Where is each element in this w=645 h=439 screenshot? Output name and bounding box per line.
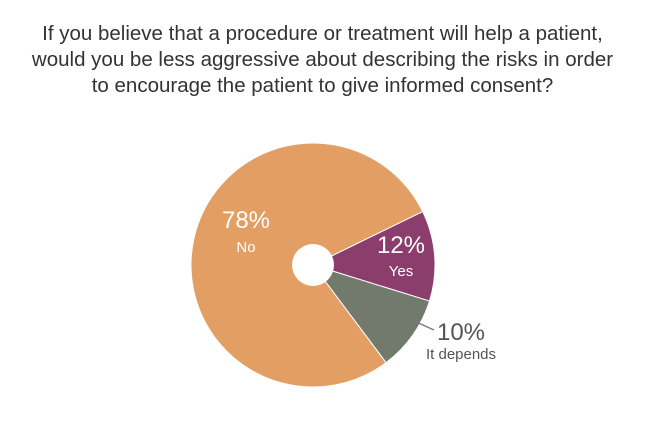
slice-label-it-depends-percent: 10%: [437, 319, 485, 346]
slice-label-it-depends: It depends: [426, 346, 496, 363]
slice-label-no: No: [236, 239, 255, 256]
pie-slice-it-depends: [311, 264, 431, 364]
chart-title-line-3: to encourage the patient to give informe…: [91, 74, 554, 97]
slice-label-no-percent: 78%: [222, 207, 270, 234]
chart-title-line-1: If you believe that a procedure or treat…: [42, 22, 603, 45]
slice-label-yes-percent: 12%: [377, 232, 425, 259]
chart-title-line-2: would you be less aggressive about descr…: [31, 48, 614, 71]
leader-line-it-depends: [413, 320, 435, 331]
chart-title: If you believe that a procedure or treat…: [0, 21, 645, 99]
donut-hole: [292, 244, 334, 286]
slice-label-yes: Yes: [389, 263, 413, 280]
pie-slice-yes: [311, 210, 436, 302]
